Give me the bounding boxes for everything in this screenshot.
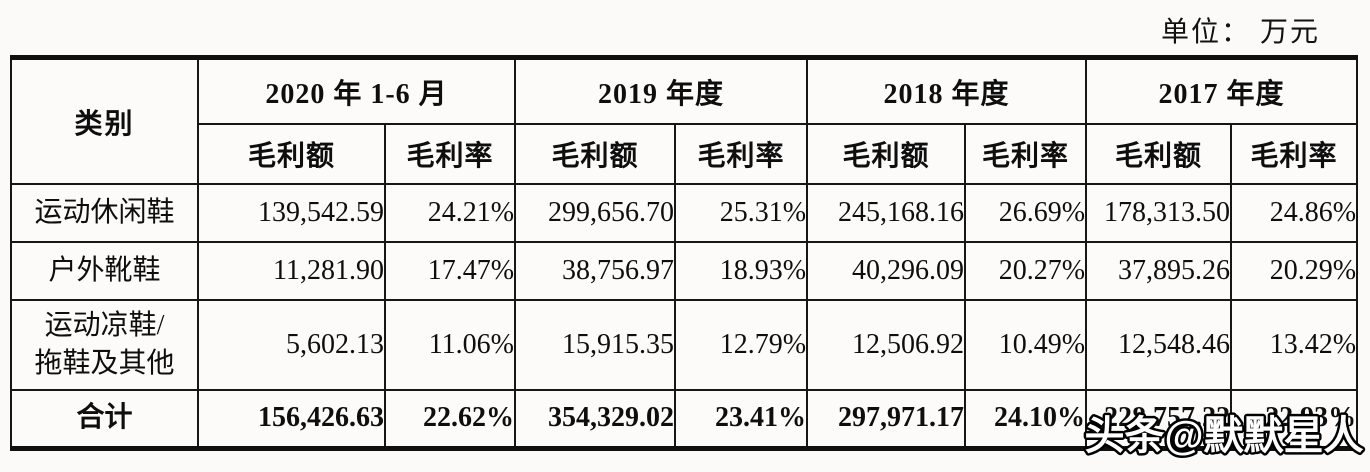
- cell-value: 20.29%: [1230, 241, 1359, 301]
- subheader-rate-2017: 毛利率: [1230, 123, 1359, 185]
- cell-value: 22.62%: [383, 389, 517, 449]
- cell-value: 11.06%: [383, 299, 517, 391]
- cell-value: 38,756.97: [514, 241, 677, 301]
- cell-value: 15,915.35: [514, 299, 677, 391]
- unit-label: 单位： 万元: [1160, 17, 1320, 48]
- cell-value: 24.10%: [964, 389, 1088, 449]
- cell-value: 23.41%: [674, 389, 809, 449]
- cell-value: 12.79%: [674, 299, 809, 391]
- cell-value: 178,313.50: [1085, 183, 1233, 243]
- subheader-rate-2019: 毛利率: [674, 123, 809, 185]
- cell-value: 228,757.22: [1085, 389, 1233, 449]
- cell-value: 26.69%: [964, 183, 1088, 243]
- cell-value: 245,168.16: [806, 183, 967, 243]
- subheader-amount-2019: 毛利额: [514, 123, 677, 185]
- row-category: 合计: [10, 389, 199, 449]
- cell-value: 12,548.46: [1085, 299, 1233, 391]
- cell-value: 156,426.63: [197, 389, 386, 449]
- table-row-total: 合计 156,426.63 22.62% 354,329.02 23.41% 2…: [10, 389, 1359, 449]
- cell-value: 12,506.92: [806, 299, 967, 391]
- cell-value: 24.86%: [1230, 183, 1359, 243]
- cell-value: 18.93%: [674, 241, 809, 301]
- table-row-sandals-slippers-other: 运动凉鞋/ 拖鞋及其他 5,602.13 11.06% 15,915.35 12…: [10, 299, 1359, 391]
- gross-profit-table: 类别 2020 年 1-6 月 2019 年度 2018 年度 2017 年度 …: [10, 55, 1359, 451]
- cell-value: 139,542.59: [197, 183, 386, 243]
- cell-value: 25.31%: [674, 183, 809, 243]
- subheader-amount-2020: 毛利额: [197, 123, 386, 185]
- cell-value: 10.49%: [964, 299, 1088, 391]
- cell-value: 354,329.02: [514, 389, 677, 449]
- cell-value: 299,656.70: [514, 183, 677, 243]
- subheader-amount-2017: 毛利额: [1085, 123, 1233, 185]
- cell-value: 297,971.17: [806, 389, 967, 449]
- cell-value: 37,895.26: [1085, 241, 1233, 301]
- cell-value: 24.21%: [383, 183, 517, 243]
- subheader-rate-2020: 毛利率: [383, 123, 517, 185]
- category-column-header: 类别: [10, 56, 199, 185]
- period-header-2019: 2019 年度: [514, 56, 809, 125]
- period-header-2020: 2020 年 1-6 月: [196, 56, 517, 125]
- period-header-2018: 2018 年度: [806, 56, 1088, 125]
- cell-value: 40,296.09: [806, 241, 967, 301]
- period-header-2017: 2017 年度: [1085, 56, 1359, 125]
- subheader-amount-2018: 毛利额: [806, 123, 967, 185]
- row-category: 运动休闲鞋: [10, 183, 199, 243]
- subheader-rate-2018: 毛利率: [964, 123, 1088, 185]
- cell-value: 11,281.90: [197, 241, 386, 301]
- row-category: 运动凉鞋/ 拖鞋及其他: [10, 299, 199, 391]
- table-row-outdoor-boots: 户外靴鞋 11,281.90 17.47% 38,756.97 18.93% 4…: [10, 241, 1359, 301]
- cell-value: 13.42%: [1230, 299, 1359, 391]
- row-category: 户外靴鞋: [10, 241, 199, 301]
- cell-value: 22.93%: [1230, 389, 1359, 449]
- cell-value: 5,602.13: [197, 299, 386, 391]
- cell-value: 20.27%: [964, 241, 1088, 301]
- cell-value: 17.47%: [383, 241, 517, 301]
- table-row-sport-casual-shoes: 运动休闲鞋 139,542.59 24.21% 299,656.70 25.31…: [10, 183, 1359, 243]
